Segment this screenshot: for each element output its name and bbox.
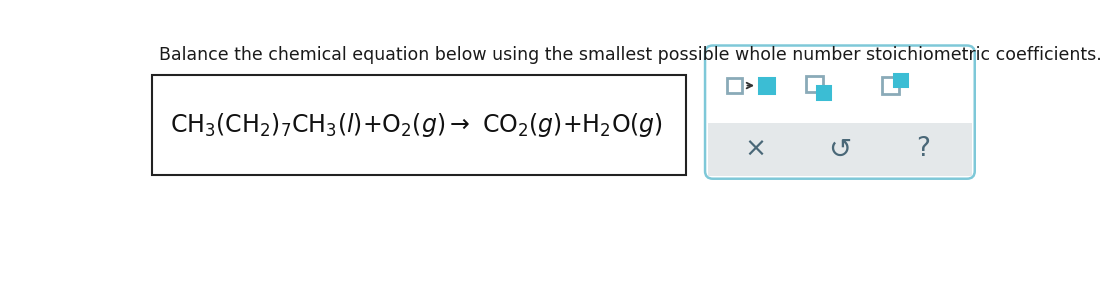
Text: ?: ? [917,136,930,162]
FancyBboxPatch shape [705,46,975,179]
Bar [726,78,743,93]
Text: $\mathregular{CH_3(CH_2)_7CH_3}$$\mathit{(l)}$$ + \mathregular{O_2}$$\mathit{(g): $\mathregular{CH_3(CH_2)_7CH_3}$$\mathit… [171,111,663,139]
Bar [894,74,907,86]
Text: Balance the chemical equation below using the smallest possible whole number sto: Balance the chemical equation below usin… [160,46,1102,63]
Bar [758,78,774,93]
Bar [806,76,823,93]
Bar [882,77,899,94]
Text: ×: × [744,136,767,162]
Bar [817,86,830,99]
FancyBboxPatch shape [709,127,972,176]
Bar [709,123,972,176]
Text: ↺: ↺ [829,136,852,164]
Bar [152,75,687,175]
